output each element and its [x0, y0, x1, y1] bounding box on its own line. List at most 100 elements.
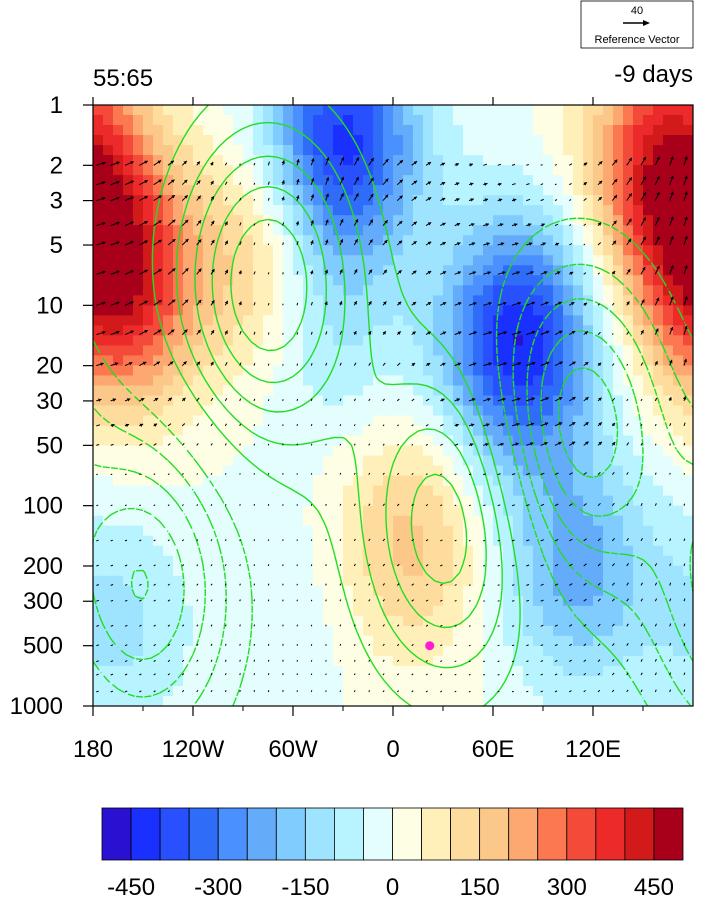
- field-cell: [143, 425, 154, 437]
- field-cell: [223, 235, 234, 246]
- colorbar-swatch: [479, 807, 510, 861]
- field-cell: [413, 265, 424, 276]
- field-cell: [293, 595, 304, 607]
- field-cell: [263, 315, 274, 326]
- field-cell: [253, 145, 264, 156]
- field-cell: [223, 185, 234, 196]
- field-cell: [643, 675, 654, 687]
- field-cell: [143, 345, 154, 357]
- field-cell: [513, 425, 524, 437]
- wind-vector: [683, 472, 685, 475]
- field-cell: [293, 335, 304, 346]
- field-cell: [233, 495, 244, 507]
- field-cell: [363, 335, 374, 346]
- field-cell: [103, 365, 114, 377]
- field-cell: [93, 495, 104, 507]
- field-cell: [283, 485, 294, 497]
- field-cell: [323, 295, 334, 306]
- field-cell: [563, 165, 574, 176]
- field-cell: [303, 105, 314, 116]
- wind-vector: [325, 443, 327, 446]
- field-cell: [663, 415, 674, 427]
- field-cell: [363, 675, 374, 687]
- wind-vector-head: [411, 363, 416, 367]
- field-cell: [173, 255, 184, 266]
- field-cell: [293, 685, 304, 697]
- field-cell: [483, 245, 494, 256]
- field-cell: [363, 295, 374, 306]
- field-cell: [653, 415, 664, 427]
- field-cell: [433, 325, 444, 336]
- wind-vector: [382, 690, 385, 693]
- field-cell: [503, 595, 514, 607]
- field-cell: [263, 355, 274, 367]
- field-cell: [433, 105, 444, 116]
- field-cell: [553, 235, 564, 246]
- wind-vector: [267, 303, 270, 306]
- field-cell: [483, 455, 494, 467]
- field-cell: [133, 655, 144, 667]
- field-cell: [113, 635, 124, 647]
- field-cell: [193, 315, 204, 326]
- field-cell: [673, 365, 684, 377]
- field-cell: [533, 665, 544, 677]
- field-cell: [373, 355, 384, 367]
- field-cell: [663, 585, 674, 597]
- wind-vector-head: [627, 238, 632, 243]
- field-cell: [673, 235, 684, 246]
- field-cell: [593, 565, 604, 577]
- field-cell: [323, 395, 334, 407]
- field-cell: [313, 215, 324, 226]
- field-cell: [253, 165, 264, 176]
- field-cell: [233, 265, 244, 276]
- field-cell: [253, 675, 264, 687]
- field-cell: [103, 505, 114, 517]
- field-cell: [203, 225, 214, 236]
- wind-vector-head: [500, 242, 505, 246]
- wind-vector: [669, 443, 671, 446]
- field-cell: [253, 485, 264, 497]
- field-cell: [463, 405, 474, 417]
- field-cell: [593, 345, 604, 357]
- field-cell: [303, 615, 314, 627]
- field-cell: [603, 435, 614, 447]
- field-cell: [343, 655, 354, 667]
- field-cell: [323, 375, 334, 387]
- wind-vector-head: [158, 220, 162, 224]
- field-cell: [443, 625, 454, 637]
- field-cell: [553, 685, 564, 697]
- field-cell: [513, 225, 524, 236]
- field-cell: [503, 175, 514, 186]
- wind-vector-head: [584, 331, 588, 335]
- field-cell: [413, 185, 424, 196]
- field-cell: [103, 205, 114, 216]
- wind-vector: [583, 598, 587, 602]
- wind-vector: [267, 243, 270, 246]
- field-cell: [183, 185, 194, 196]
- wind-vector-head: [296, 195, 300, 199]
- field-cell: [533, 145, 544, 156]
- wind-vector-head: [684, 175, 688, 180]
- field-cell: [303, 465, 314, 477]
- field-cell: [623, 525, 634, 537]
- field-cell: [553, 345, 564, 357]
- field-cell: [143, 495, 154, 507]
- field-cell: [683, 415, 693, 427]
- field-cell: [173, 195, 184, 206]
- field-cell: [143, 605, 154, 617]
- field-cell: [133, 415, 144, 427]
- wind-vector: [483, 644, 486, 647]
- wind-vector-head: [670, 175, 674, 180]
- field-cell: [163, 245, 174, 256]
- field-cell: [543, 105, 554, 116]
- field-cell: [583, 405, 594, 417]
- wind-vector: [626, 502, 629, 506]
- field-cell: [353, 495, 364, 507]
- wind-vector: [511, 600, 515, 602]
- field-cell: [173, 695, 184, 706]
- field-cell: [163, 275, 174, 286]
- field-cell: [683, 405, 693, 417]
- field-cell: [623, 565, 634, 577]
- field-cell: [453, 445, 464, 457]
